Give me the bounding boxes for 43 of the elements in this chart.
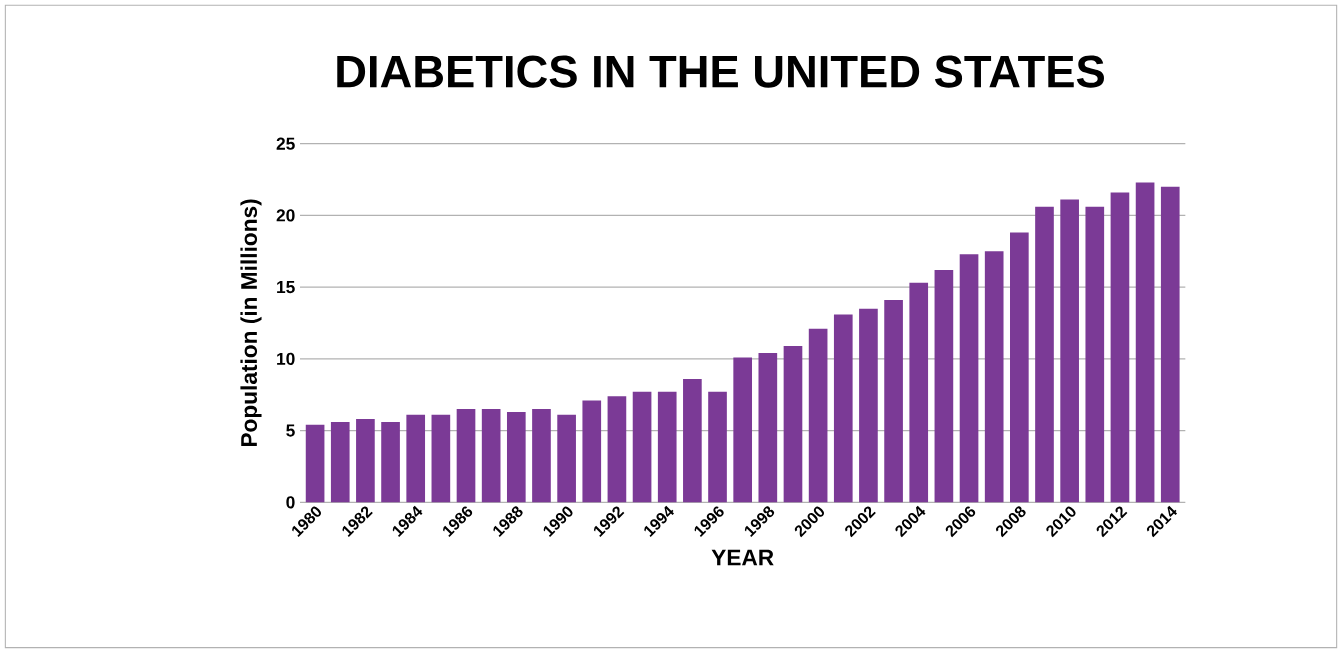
bar: [833, 314, 853, 503]
bar: [582, 400, 602, 503]
bar: [1085, 206, 1105, 503]
bar: [1035, 206, 1054, 503]
bar: [1135, 182, 1155, 503]
y-tick-label: 25: [276, 137, 295, 150]
chart-title: DIABETICS IN THE UNITED STATES: [337, 55, 1104, 88]
y-tick-label: 15: [277, 281, 295, 294]
bar: [708, 391, 727, 503]
bar: [1110, 192, 1130, 503]
y-axis-title: Population (in Millions): [240, 199, 262, 447]
bar: [506, 411, 526, 503]
bar: [733, 357, 753, 503]
bar: [381, 421, 400, 503]
bar: [984, 251, 1004, 503]
bar: [909, 282, 929, 503]
bar: [431, 414, 451, 503]
bar: [783, 345, 803, 503]
bar: [683, 378, 702, 503]
bar: [1060, 199, 1079, 503]
y-tick-label: 10: [277, 352, 295, 365]
bar: [959, 254, 979, 503]
bar: [1160, 186, 1180, 503]
bar: [632, 391, 652, 503]
x-axis-title: YEAR: [711, 549, 774, 566]
bar: [356, 419, 375, 503]
bar: [758, 353, 778, 503]
y-tick-label: 20: [276, 209, 295, 222]
bar: [607, 396, 627, 503]
y-tick-label: 5: [286, 424, 295, 437]
bar: [1010, 232, 1029, 503]
bar: [330, 421, 350, 503]
bar: [406, 414, 426, 503]
bar: [657, 391, 677, 503]
bar: [456, 409, 476, 503]
bar: [481, 409, 501, 503]
bar: [557, 414, 576, 503]
bar: [808, 328, 828, 503]
bar: [859, 308, 878, 503]
bar: [934, 269, 954, 503]
bar: [884, 300, 903, 503]
bar: [305, 424, 325, 503]
bar: [532, 409, 551, 503]
